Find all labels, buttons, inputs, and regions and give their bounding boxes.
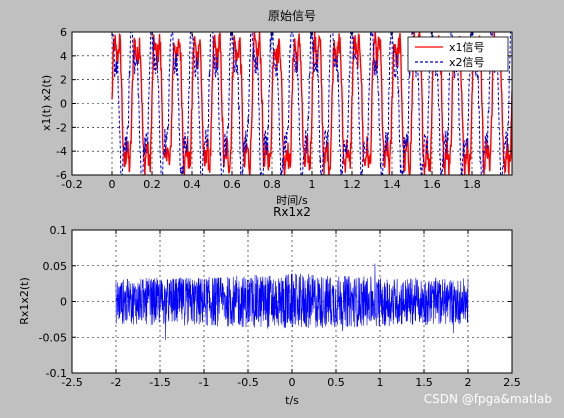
x-tick-label: 0.4 [183,178,201,191]
bottom-title: Rx1x2 [273,205,311,219]
top-xlabel: 时间/s [276,194,308,207]
y-tick-label: 0.05 [43,260,68,273]
bottom-ylabel: Rx1x2(t) [18,277,31,325]
y-tick-label: 4 [60,50,67,63]
x-tick-label: 1.2 [343,178,361,191]
x-tick-label: 2 [465,376,472,389]
x-tick-label: -2 [111,376,122,389]
series-line-1 [111,32,512,175]
x-tick-label: -1.5 [149,376,170,389]
series-line-rx1x2 [115,263,469,341]
bottom-axes: -2.5 -2 -1.5 -1 -0.5 0 0.5 1 1.5 2 2.5 -0.1 -0.05 0 0.… [18,205,521,407]
top-title: 原始信号 [268,9,316,23]
x-tick-label: 1.5 [415,376,433,389]
y-tick-label: -4 [56,145,67,158]
x-tick-label: 0.8 [263,178,281,191]
x-tick-label: -1 [199,376,210,389]
top-ylabel: x1(t) x2(t) [40,75,53,131]
bottom-ticks: -2.5 -2 -1.5 -1 -0.5 0 0.5 1 1.5 2 2.5 -0.1 -0.05 0 0.… [39,224,521,389]
y-tick-label: -0.05 [39,331,67,344]
y-tick-label: 0.1 [50,224,68,237]
x-tick-label: 1.6 [423,178,441,191]
x-tick-label: 1.8 [463,178,481,191]
legend-box [407,36,509,72]
x-tick-label: 1 [309,178,316,191]
series-line-2 [112,32,512,175]
x-tick-label: 0.5 [327,376,345,389]
x-tick-label: -2.5 [61,376,82,389]
x-tick-label: -0.2 [61,178,82,191]
y-tick-label: 0 [60,296,67,309]
y-tick-label: 0 [60,98,67,111]
watermark: CSDN @fpga&matlab [424,392,552,406]
x-tick-label: -0.5 [237,376,258,389]
x-tick-label: 0.6 [223,178,241,191]
y-tick-label: -0.1 [46,367,67,380]
bottom-series-group [115,263,469,341]
x-tick-label: 0 [109,178,116,191]
top-ticks: -0.2 0 0.2 0.4 0.6 0.8 1 1.2 1.4 1.6 1.8 -6 -4 -2 0 2 4 6 [56,26,512,191]
x-tick-label: 1 [377,376,384,389]
x-tick-label: 0 [289,376,296,389]
y-tick-label: 6 [60,26,67,39]
legend-label-x1: x1信号 [449,41,485,54]
x-tick-label: 2.5 [503,376,521,389]
top-legend: x1信号 x2信号 [407,36,509,72]
y-tick-label: -2 [56,121,67,134]
y-tick-label: -6 [56,169,67,182]
x-tick-label: 1.4 [383,178,401,191]
bottom-xlabel: t/s [285,394,299,407]
legend-label-x2: x2信号 [449,56,485,69]
top-axes: -0.2 0 0.2 0.4 0.6 0.8 1 1.2 1.4 1.6 1.8 -6 -4 -2 0 2 4 6… [40,9,513,207]
y-tick-label: 2 [60,74,67,87]
top-series-group [111,32,512,175]
x-tick-label: 0.2 [143,178,161,191]
